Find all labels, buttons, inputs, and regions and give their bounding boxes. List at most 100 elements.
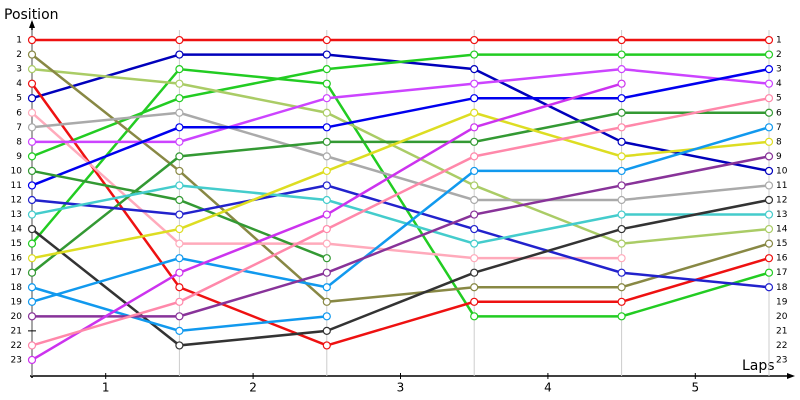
point	[764, 94, 774, 103]
point	[322, 312, 331, 321]
point	[27, 224, 37, 234]
point	[470, 210, 479, 219]
point	[27, 137, 37, 146]
y-tick-label: 11	[11, 181, 22, 191]
point	[322, 79, 331, 88]
point	[175, 94, 184, 103]
point	[175, 224, 184, 234]
series-line	[31, 198, 770, 347]
y-tick-label-right: 3	[776, 65, 782, 75]
y-tick-label-right: 5	[776, 94, 782, 104]
point	[27, 195, 37, 205]
point	[27, 181, 37, 190]
y-tick-label-right: 8	[776, 137, 782, 147]
y-tick-label-right: 18	[776, 283, 788, 293]
y-tick-label-right: 14	[776, 225, 788, 235]
y-tick-label-right: 6	[776, 108, 782, 118]
x-tick-label: 3	[397, 381, 405, 395]
point	[470, 152, 479, 161]
point	[764, 50, 774, 59]
point	[764, 79, 774, 88]
point	[764, 283, 774, 292]
point	[27, 297, 37, 306]
series-line	[31, 96, 770, 347]
y-tick-label: 10	[11, 166, 23, 176]
y-tick-label-right: 16	[776, 254, 788, 264]
y-tick-label-right: 7	[776, 123, 782, 133]
point	[617, 137, 626, 146]
point	[175, 137, 184, 146]
y-tick-label-right: 23	[776, 355, 787, 365]
point	[470, 254, 479, 263]
point	[617, 224, 626, 234]
point	[27, 50, 37, 59]
point	[617, 283, 626, 292]
point	[27, 152, 37, 161]
lines	[30, 38, 770, 362]
y-arrow	[29, 20, 35, 28]
y-tick-label: 6	[16, 108, 22, 118]
point	[764, 224, 774, 234]
markers	[27, 35, 774, 365]
point	[175, 152, 184, 161]
x-tick-label: 2	[249, 381, 257, 395]
point	[617, 35, 626, 45]
point	[617, 65, 626, 74]
series-line	[31, 67, 770, 318]
point	[470, 94, 479, 103]
y-tick-label: 9	[16, 152, 22, 162]
point	[27, 254, 37, 263]
point	[764, 195, 774, 205]
point	[617, 166, 626, 176]
y-tick-label: 22	[11, 341, 22, 351]
y-tick-label-right: 4	[776, 79, 782, 89]
point	[470, 123, 479, 132]
point	[470, 297, 479, 306]
point	[27, 79, 37, 88]
y-tick-label-right: 13	[776, 210, 787, 220]
point	[617, 50, 626, 59]
point	[175, 341, 184, 350]
point	[470, 108, 479, 117]
series-line	[31, 53, 769, 158]
point	[617, 254, 626, 263]
point	[470, 181, 479, 190]
point	[470, 166, 479, 176]
point	[617, 108, 626, 117]
point	[27, 65, 37, 74]
y-tick-label: 14	[11, 225, 23, 235]
point	[27, 35, 37, 45]
point	[322, 152, 331, 161]
point	[322, 297, 331, 306]
point	[27, 108, 37, 117]
y-tick-label-right: 21	[776, 326, 787, 336]
point	[617, 312, 626, 321]
point	[617, 123, 626, 132]
x-axis-title: Laps	[742, 358, 775, 374]
point	[322, 283, 331, 292]
y-tick-label: 16	[11, 254, 23, 264]
point	[617, 195, 626, 205]
x-tick-label: 5	[691, 381, 699, 395]
series-line	[31, 53, 770, 304]
point	[764, 181, 774, 190]
point	[322, 35, 331, 45]
point	[175, 297, 184, 306]
series-line	[31, 67, 770, 187]
point	[470, 224, 479, 234]
point	[27, 210, 37, 219]
point	[617, 268, 626, 277]
y-tick-label-right: 11	[776, 181, 787, 191]
point	[617, 210, 626, 219]
y-tick-label-right: 22	[776, 341, 787, 351]
point	[617, 79, 626, 88]
point	[322, 210, 331, 219]
point	[764, 239, 774, 248]
series-line	[31, 184, 769, 245]
y-tick-label-right: 20	[776, 312, 788, 322]
point	[617, 239, 626, 248]
y-tick-label-right: 2	[776, 50, 782, 60]
x-tick-label: 1	[102, 381, 110, 395]
point	[617, 297, 626, 306]
